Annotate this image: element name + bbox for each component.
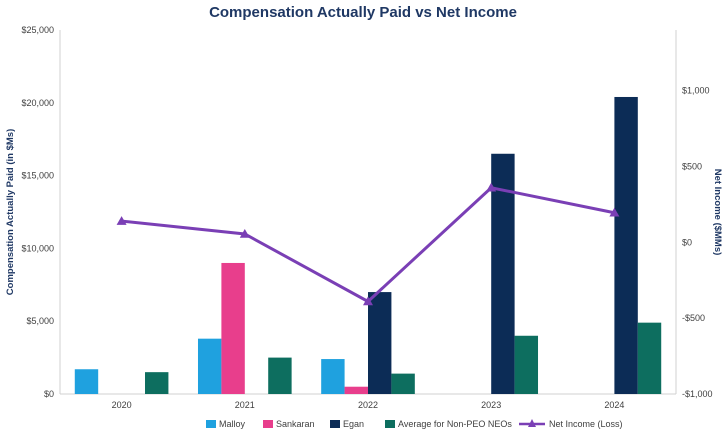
legend-marker-net-income-loss- <box>528 419 536 427</box>
y2-tick-label: -$500 <box>682 313 705 323</box>
bar-malloy-2020 <box>74 369 99 394</box>
y-tick-label: $25,000 <box>21 25 54 35</box>
y2-tick-label: $1,000 <box>682 86 710 96</box>
bar-average-for-non-peo-neos-2023 <box>514 335 539 394</box>
legend-label-net-income-loss-: Net Income (Loss) <box>549 419 623 429</box>
bar-malloy-2021 <box>197 338 222 394</box>
bar-malloy-2022 <box>321 359 345 394</box>
net-income-marker-2023 <box>486 182 497 192</box>
x-tick-label: 2021 <box>235 400 255 410</box>
x-tick-label: 2023 <box>481 400 501 410</box>
legend-label-malloy: Malloy <box>219 419 246 429</box>
legend-label-egan: Egan <box>343 419 364 429</box>
bar-sankaran-2022 <box>344 386 368 394</box>
net-income-marker-2021 <box>239 228 250 238</box>
y-tick-label: $15,000 <box>21 171 54 181</box>
bar-average-for-non-peo-neos-2024 <box>637 322 662 394</box>
bar-egan-2023 <box>491 153 515 394</box>
net-income-marker-2022 <box>363 296 373 306</box>
y-axis-title: Compensation Actually Paid (in $Ms) <box>5 129 16 295</box>
bar-average-for-non-peo-neos-2021 <box>268 357 292 394</box>
y2-tick-label: $0 <box>682 237 692 247</box>
net-income-marker-2020 <box>116 216 127 225</box>
bar-egan-2022 <box>368 292 392 394</box>
y2-tick-label: $500 <box>682 162 702 172</box>
legend-swatch-sankaran <box>263 420 273 428</box>
legend-swatch-average-for-non-peo-neos <box>385 420 395 428</box>
y-tick-label: $20,000 <box>21 98 54 108</box>
y2-axis-title: Net Income ($MMs) <box>712 169 723 256</box>
bar-average-for-non-peo-neos-2022 <box>391 373 415 394</box>
y-tick-label: $5,000 <box>26 316 54 326</box>
bar-sankaran-2021 <box>221 262 245 394</box>
net-income-line <box>121 186 615 304</box>
net-income-marker-2024 <box>609 207 620 217</box>
legend-swatch-egan <box>330 420 340 428</box>
bar-egan-2024 <box>614 96 638 394</box>
chart-title: Compensation Actually Paid vs Net Income <box>209 4 517 21</box>
legend-label-sankaran: Sankaran <box>276 419 315 429</box>
legend-swatch-malloy <box>206 420 216 428</box>
y-tick-label: $0 <box>44 389 54 399</box>
legend-label-average-for-non-peo-neos: Average for Non-PEO NEOs <box>398 419 512 429</box>
y-tick-label: $10,000 <box>21 243 54 253</box>
y2-tick-label: -$1,000 <box>682 389 713 399</box>
x-tick-label: 2024 <box>604 400 624 410</box>
x-tick-label: 2022 <box>358 400 378 410</box>
x-tick-label: 2020 <box>112 400 132 410</box>
bar-average-for-non-peo-neos-2020 <box>145 372 169 394</box>
